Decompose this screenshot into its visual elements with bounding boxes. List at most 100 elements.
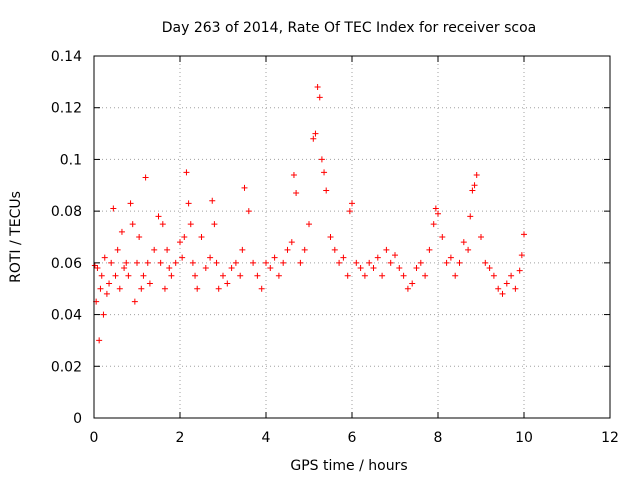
- data-point: [101, 254, 108, 261]
- data-point: [177, 239, 183, 246]
- axis-ticks: 0 2 4 6 8 10 12 0 0.02 0.04 0.06 0.08 0.1 0.12 0.14: [51, 49, 619, 446]
- y-tick-label: 0.12: [51, 101, 82, 117]
- data-point: [228, 265, 235, 272]
- data-point: [239, 246, 246, 253]
- data-point: [512, 285, 519, 292]
- data-point: [409, 280, 416, 287]
- data-point: [435, 210, 441, 217]
- data-point: [288, 239, 295, 246]
- data-point: [471, 182, 478, 189]
- data-point: [267, 265, 274, 272]
- data-point: [314, 84, 321, 91]
- data-point: [346, 208, 353, 215]
- data-point: [321, 169, 328, 176]
- data-point: [118, 228, 125, 235]
- data-point: [452, 272, 459, 279]
- data-point: [254, 272, 261, 279]
- data-point: [164, 246, 171, 253]
- data-point: [280, 259, 287, 266]
- data-point: [495, 285, 502, 292]
- data-point: [181, 234, 188, 240]
- data-point: [187, 221, 194, 228]
- data-point: [131, 298, 138, 305]
- data-point: [275, 272, 282, 279]
- data-point: [192, 272, 199, 279]
- data-point: [432, 205, 439, 212]
- x-tick-label: 8: [434, 430, 443, 446]
- data-point: [413, 265, 420, 272]
- data-point: [172, 259, 179, 266]
- data-point: [138, 285, 145, 292]
- data-point: [194, 285, 201, 292]
- data-point: [96, 337, 103, 344]
- y-tick-label: 0.08: [51, 204, 82, 220]
- data-point: [327, 234, 334, 240]
- data-point: [258, 285, 265, 292]
- data-points: [91, 84, 527, 344]
- y-tick-label: 0.06: [51, 256, 82, 272]
- data-point: [430, 221, 437, 228]
- data-point: [100, 311, 107, 318]
- data-point: [179, 254, 186, 261]
- data-point: [263, 259, 269, 266]
- data-point: [301, 246, 308, 253]
- data-point: [97, 285, 104, 292]
- data-point: [361, 272, 368, 279]
- data-point: [478, 234, 484, 240]
- data-point: [224, 280, 231, 287]
- data-point: [439, 234, 446, 240]
- x-tick-label: 4: [262, 430, 271, 446]
- data-point: [465, 246, 472, 253]
- data-point: [344, 272, 351, 279]
- data-point: [144, 259, 151, 266]
- data-point: [129, 221, 136, 228]
- data-point: [108, 259, 115, 266]
- data-point: [467, 213, 474, 220]
- data-point: [159, 221, 166, 228]
- data-point: [396, 265, 403, 272]
- data-point: [499, 290, 506, 297]
- data-point: [123, 259, 130, 266]
- data-point: [503, 280, 510, 287]
- data-point: [209, 197, 216, 204]
- data-point: [383, 246, 390, 253]
- data-point: [250, 259, 257, 266]
- data-point: [482, 259, 489, 266]
- data-point: [136, 234, 143, 240]
- data-point: [116, 285, 123, 292]
- data-point: [306, 221, 312, 228]
- data-point: [157, 259, 164, 266]
- data-point: [310, 135, 317, 142]
- data-point: [312, 130, 319, 137]
- grid-lines: [94, 56, 610, 418]
- data-point: [91, 262, 98, 269]
- data-point: [297, 259, 304, 266]
- data-point: [392, 252, 398, 259]
- y-tick-label: 0.02: [51, 359, 82, 375]
- data-point: [400, 272, 407, 279]
- y-tick-label: 0.14: [51, 49, 82, 65]
- data-point: [213, 259, 220, 266]
- data-point: [318, 156, 325, 163]
- data-point: [293, 190, 300, 197]
- data-point: [353, 259, 360, 266]
- data-point: [379, 272, 386, 279]
- data-point: [374, 254, 381, 261]
- y-tick-label: 0: [73, 411, 82, 427]
- data-point: [220, 272, 226, 279]
- data-point: [183, 169, 190, 176]
- data-point: [106, 280, 113, 287]
- data-point: [161, 285, 168, 292]
- data-point: [316, 94, 323, 101]
- data-point: [168, 272, 175, 279]
- y-tick-label: 0.1: [60, 152, 82, 168]
- data-point: [290, 171, 297, 178]
- data-point: [237, 272, 244, 279]
- chart-title: Day 263 of 2014, Rate Of TEC Index for r…: [162, 20, 537, 36]
- data-point: [166, 265, 173, 272]
- x-axis-label: GPS time / hours: [290, 458, 407, 474]
- data-point: [331, 246, 338, 253]
- data-point: [207, 254, 214, 261]
- data-point: [114, 246, 121, 253]
